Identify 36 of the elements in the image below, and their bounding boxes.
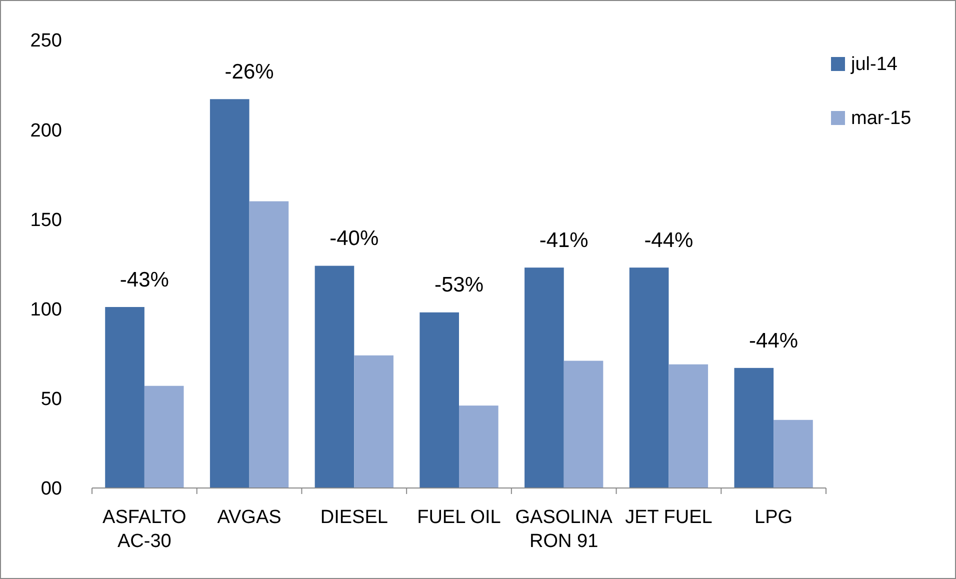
- bar: [105, 307, 144, 488]
- y-tick-label: 50: [40, 389, 62, 410]
- x-tick-label: ASFALTO AC-30: [102, 507, 186, 552]
- bar: [144, 386, 184, 488]
- y-tick-label: 250: [30, 30, 62, 52]
- annotation: -40%: [330, 227, 379, 250]
- y-tick-label: 200: [30, 120, 62, 142]
- annotation: -44%: [749, 329, 798, 352]
- bar: [314, 266, 354, 488]
- legend-label: mar-15: [851, 108, 912, 129]
- annotation: -53%: [434, 274, 484, 297]
- annotation: -43%: [120, 268, 169, 292]
- x-tick-label: GASOLINA RON 91: [515, 507, 613, 552]
- y-tick-label: 100: [30, 299, 62, 320]
- legend-label: jul-14: [850, 54, 898, 75]
- bar: [249, 201, 289, 488]
- annotation: -26%: [224, 60, 274, 84]
- bar: [354, 355, 394, 488]
- x-tick-label: JET FUEL: [625, 507, 712, 528]
- bar: [774, 420, 813, 488]
- bar: [210, 99, 250, 488]
- bar: [629, 268, 669, 488]
- bar: [420, 312, 459, 488]
- annotation: -44%: [644, 228, 694, 252]
- bar: [524, 268, 564, 488]
- y-tick-label: 150: [30, 210, 62, 231]
- x-tick-label: LPG: [754, 507, 793, 528]
- bar: [734, 368, 774, 488]
- x-tick-label: AVGAS: [217, 507, 282, 528]
- bar: [459, 406, 498, 488]
- x-tick-label: FUEL OIL: [417, 507, 501, 528]
- x-tick-label: DIESEL: [320, 507, 388, 528]
- y-tick-label: 00: [40, 478, 62, 500]
- bar: [668, 364, 708, 488]
- bar: [564, 360, 604, 488]
- annotation: -41%: [539, 228, 588, 252]
